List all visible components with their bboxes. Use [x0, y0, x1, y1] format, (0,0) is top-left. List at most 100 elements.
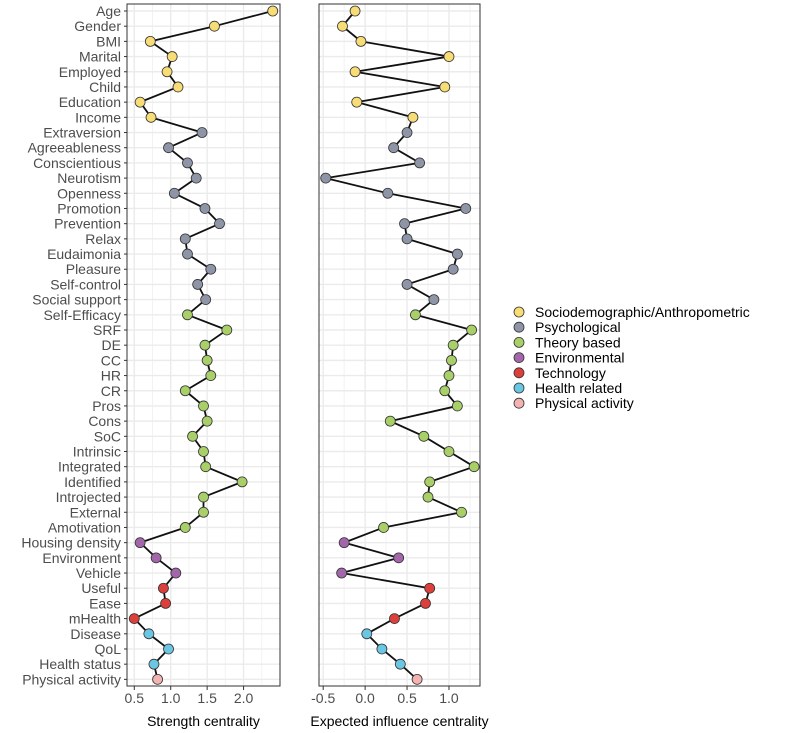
data-point-social-support: [428, 294, 440, 306]
data-point-housing-density: [134, 537, 146, 549]
data-point-srf: [466, 324, 478, 336]
y-label-useful: Useful: [81, 580, 121, 596]
data-point-pleasure: [447, 263, 459, 275]
x-axis-title: Strength centrality: [147, 713, 260, 729]
legend-label-psychological: Psychological: [535, 319, 621, 335]
data-point-openness: [382, 187, 394, 199]
data-point-hr: [205, 370, 217, 381]
y-label-conscientious: Conscientious: [33, 155, 121, 171]
data-point-openness: [168, 187, 180, 199]
y-label-age: Age: [96, 3, 121, 19]
data-point-intrinsic: [443, 446, 455, 457]
y-label-neurotism: Neurotism: [57, 170, 121, 186]
data-point-cr: [439, 385, 451, 397]
y-label-integrated: Integrated: [58, 459, 121, 475]
y-label-bmi: BMI: [96, 33, 121, 49]
data-point-self-efficacy: [410, 309, 421, 321]
data-point-cons: [384, 415, 396, 427]
data-point-prevention: [214, 218, 225, 230]
y-label-extraversion: Extraversion: [43, 125, 121, 141]
y-label-identified: Identified: [64, 474, 121, 490]
y-label-gender: Gender: [74, 18, 121, 34]
legend-label-health-related: Health related: [535, 380, 622, 396]
x-tick-label: 0.5: [125, 690, 145, 706]
data-point-self-control: [192, 279, 204, 290]
data-point-child: [172, 81, 184, 93]
data-point-agreeableness: [163, 142, 174, 154]
legend-label-physical-activity: Physical activity: [535, 395, 634, 411]
data-point-environment: [150, 552, 162, 564]
y-label-de: DE: [102, 337, 121, 353]
data-point-age: [349, 5, 361, 17]
y-label-hr: HR: [101, 368, 121, 384]
data-point-identified: [236, 476, 248, 488]
y-label-relax: Relax: [85, 231, 121, 247]
y-label-housing-density: Housing density: [21, 535, 121, 551]
data-point-agreeableness: [388, 142, 400, 154]
data-point-external: [456, 506, 467, 518]
data-point-qol: [376, 643, 388, 655]
data-point-disease: [361, 628, 373, 640]
data-point-income: [145, 111, 157, 123]
y-label-mhealth: mHealth: [69, 611, 121, 627]
data-point-employed: [161, 66, 173, 78]
y-label-marital: Marital: [79, 49, 121, 65]
legend-label-theory-based: Theory based: [535, 334, 621, 350]
data-point-promotion: [199, 203, 211, 214]
x-axis-title: Expected influence centrality: [310, 713, 488, 729]
data-point-soc: [187, 430, 198, 442]
panel-border: [126, 3, 281, 687]
data-point-external: [198, 506, 209, 518]
data-point-extraversion: [196, 127, 208, 138]
x-tick-label: -0.5: [311, 690, 335, 706]
y-label-srf: SRF: [93, 322, 121, 338]
expected-influence-panel: -0.5 0.0 0.5 1.0 Expected influence centrali…: [310, 3, 489, 729]
data-point-child: [439, 81, 451, 93]
data-point-relax: [401, 233, 413, 245]
x-tick-label: 1.0: [439, 690, 459, 706]
data-point-amotivation: [179, 522, 191, 533]
data-point-integrated: [468, 461, 480, 473]
y-label-self-control: Self-control: [50, 276, 121, 292]
data-point-ease: [420, 598, 431, 609]
y-label-external: External: [70, 504, 121, 520]
x-tick-label: 0.0: [355, 690, 375, 706]
data-point-eudaimonia: [451, 248, 463, 260]
y-label-cr: CR: [101, 383, 121, 399]
data-point-neurotism: [190, 172, 202, 184]
data-point-conscientious: [414, 157, 426, 169]
data-point-bmi: [355, 35, 367, 47]
x-tick-label: 0.5: [397, 690, 417, 706]
y-label-cons: Cons: [88, 413, 121, 429]
y-label-disease: Disease: [70, 626, 121, 642]
y-label-pros: Pros: [92, 398, 121, 414]
data-point-gender: [209, 20, 220, 32]
y-label-intrinsic: Intrinsic: [73, 444, 121, 460]
panel-border: [318, 3, 481, 687]
y-label-health-status: Health status: [39, 656, 121, 672]
data-point-integrated: [200, 461, 212, 473]
y-label-social-support: Social support: [32, 292, 121, 308]
data-point-bmi: [144, 35, 156, 47]
y-label-vehicle: Vehicle: [76, 565, 121, 581]
y-label-employed: Employed: [59, 64, 121, 80]
legend-label-technology: Technology: [535, 365, 606, 381]
legend: Sociodemographic/AnthropometricPsycholog…: [513, 304, 750, 411]
data-point-de: [447, 339, 459, 351]
data-point-cc: [201, 354, 213, 366]
data-point-disease: [143, 628, 155, 640]
data-point-identified: [424, 476, 436, 488]
y-label-education: Education: [59, 94, 121, 110]
data-point-introjected: [422, 491, 434, 503]
y-label-introjected: Introjected: [56, 489, 121, 505]
data-point-pros: [451, 400, 463, 412]
data-point-physical-activity: [152, 673, 164, 685]
data-point-pros: [198, 400, 209, 412]
data-point-conscientious: [182, 157, 193, 169]
data-point-employed: [349, 66, 361, 78]
data-point-housing-density: [338, 537, 350, 549]
legend-label-sociodemographic-anthropometric: Sociodemographic/Anthropometric: [535, 304, 750, 320]
data-point-pleasure: [205, 263, 217, 275]
data-point-useful: [158, 582, 169, 594]
data-point-education: [351, 96, 363, 108]
